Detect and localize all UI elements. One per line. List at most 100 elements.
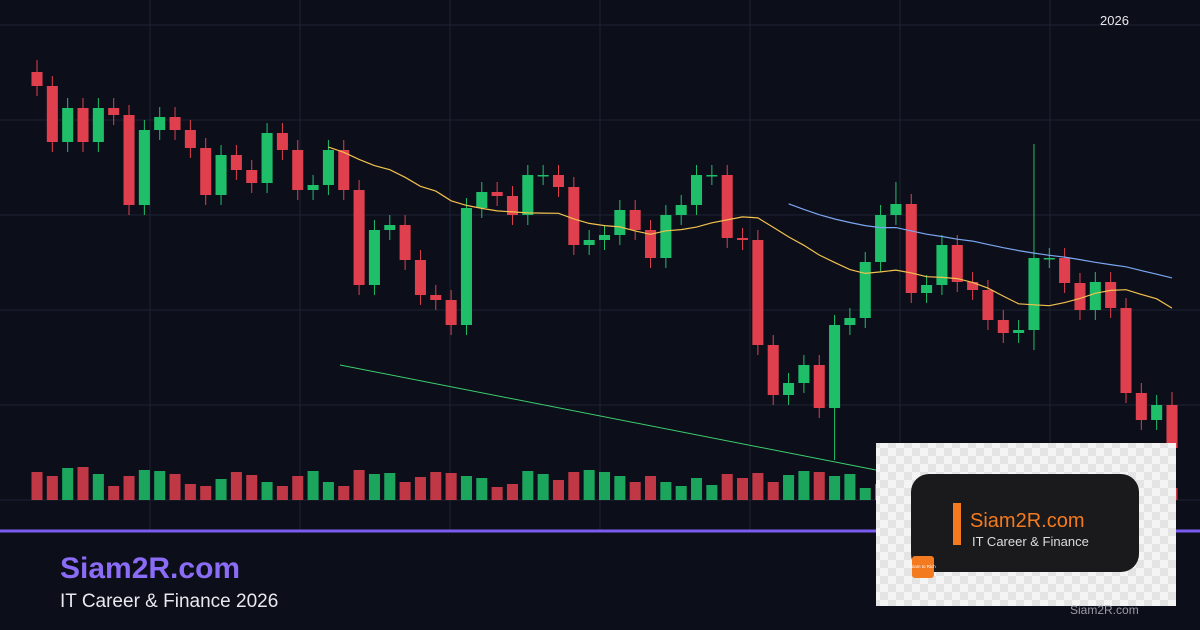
candle-body [215,155,227,195]
candle-body [598,235,611,240]
candle-body [322,150,334,185]
candle-body [154,117,166,130]
volume-bar [721,474,733,500]
candle-body [138,130,150,205]
candle-body [184,130,196,148]
candle-body [1089,282,1101,310]
candle-body [1151,405,1163,420]
trend-line [339,364,877,471]
volume-bar [138,470,150,500]
volume-bar [399,482,411,500]
candle-body [752,240,764,345]
volume-bar [660,482,672,500]
candle-body [706,175,718,177]
volume-bar [200,486,212,500]
candle-body [936,245,948,285]
volume-bar [184,484,196,500]
candle-body [476,192,488,208]
volume-bar [292,476,304,500]
volume-bar [215,479,227,500]
candle-body [108,108,120,115]
volume-bar [338,486,350,500]
volume-bar [522,471,534,500]
candle-body [859,262,871,318]
volume-bar [460,476,472,500]
candle-body [460,208,472,325]
candle-body [169,117,181,130]
volume-bar [675,486,687,500]
volume-bar [844,474,856,500]
candle-body [721,175,733,238]
candle-body [1059,258,1071,283]
logo-bar [953,503,961,545]
volume-bar [583,470,595,500]
candle-body [644,230,657,258]
candle-body [200,148,212,195]
candle-body [123,115,135,205]
candle-body [384,225,396,230]
candle-body [1074,283,1086,310]
candle-body [491,192,503,196]
candle-body [813,365,825,408]
candle-body [430,295,442,300]
candle-body [951,245,963,282]
site-name: Siam2R.com [60,552,240,585]
candle-body [875,215,887,262]
candle-body [31,72,43,86]
volume-bar [46,476,58,500]
volume-bar [31,472,43,500]
volume-bar [246,475,258,500]
candle-body [629,210,641,230]
volume-bar [767,482,779,500]
candle-body [292,150,304,190]
badge-text: Siam to Rich [910,564,936,569]
volume-bar [230,472,242,500]
candle-body [967,282,979,290]
candle-body [368,230,380,285]
candle-body [1105,282,1117,308]
volume-bar [368,474,380,500]
logo-card [911,474,1139,572]
volume-bar [706,485,718,500]
volume-bar [537,474,549,500]
candle-body [1120,308,1132,393]
volume-bar [491,487,503,500]
volume-bar [506,484,518,500]
volume-bar [644,476,657,500]
volume-bar [353,470,365,500]
volume-bar [614,476,626,500]
candle-body [338,150,350,190]
badge [912,556,934,578]
candle-body [783,383,795,395]
candle-body [905,204,917,293]
volume-bar [752,473,764,500]
volume-bar [691,478,703,500]
candle-body [276,133,288,150]
candle-body [552,175,565,187]
candle-body [353,190,365,285]
candle-body [399,225,411,260]
candle-body [1028,258,1040,330]
candle-body [798,365,810,383]
candle-body [246,170,258,183]
volume-bar [829,476,841,500]
logo-subtitle: IT Career & Finance [972,534,1089,549]
candle-body [522,175,534,215]
volume-bar [629,482,641,500]
candle-body [982,290,994,320]
candle-body [1043,258,1055,260]
volume-bar [737,478,749,500]
candle-body [46,86,58,142]
candle-body [829,325,841,408]
moving-average [328,146,1173,309]
year-label: 2026 [1100,13,1129,28]
candle-body [414,260,426,295]
volume-bar [384,473,396,500]
volume-bar [123,476,135,500]
volume-bar [430,472,442,500]
volume-bar [859,488,871,500]
candle-body [675,205,687,215]
candle-body [92,108,104,142]
volume-bar [62,468,74,500]
